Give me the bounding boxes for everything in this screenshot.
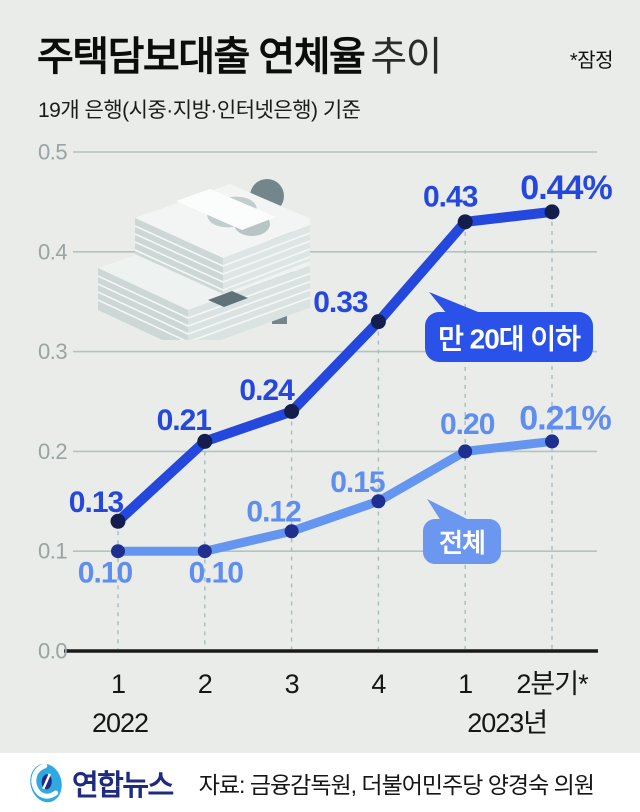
- x-tick-label-5: 1: [458, 669, 472, 699]
- series-1-dot-3: [284, 403, 300, 419]
- series-1-dot-1: [110, 513, 126, 529]
- y-tick-label-0.5: 0.5: [38, 140, 67, 165]
- series-1-value-label-5: 0.43: [423, 180, 478, 213]
- series-1-value-label-3: 0.24: [239, 374, 295, 407]
- y-tick-label-0.2: 0.2: [38, 439, 67, 464]
- series-line-2: [113, 436, 557, 556]
- series-1-dot-2: [197, 433, 213, 449]
- series-1-value-label-4: 0.33: [313, 286, 368, 319]
- series-1-dot-6: [544, 204, 560, 220]
- y-tick-label-0.4: 0.4: [38, 239, 67, 264]
- series-2-value-label-1: 0.10: [78, 557, 133, 590]
- x-tick-label-3: 3: [285, 669, 299, 699]
- series-1-bubble-label: 만 20대 이하: [438, 324, 581, 355]
- series-1-bubble-tail: [429, 292, 483, 314]
- series-2-value-label-3: 0.12: [246, 496, 301, 529]
- series-2-dot-3: [284, 524, 299, 539]
- x-tick-label-1: 1: [111, 669, 125, 699]
- series-2-dot-5: [458, 444, 473, 459]
- money-stacks-illustration: [97, 179, 310, 340]
- series-2-bubble: [423, 519, 501, 564]
- series-2-bubble-label: 전체: [439, 528, 485, 558]
- series-1-value-label-2: 0.21: [157, 404, 212, 437]
- series-2-value-label-4: 0.15: [330, 466, 385, 499]
- year-label-2: 2023년: [467, 708, 547, 738]
- series-2-value-label-5: 0.20: [440, 408, 495, 441]
- series-1-dot-5: [457, 214, 473, 230]
- series-1-dot-4: [370, 314, 386, 330]
- y-tick-label-0.1: 0.1: [38, 539, 67, 564]
- series-2-dot-6: [545, 434, 559, 449]
- series-2-bubble-tail: [427, 499, 471, 521]
- chart-subtitle: 19개 은행(시중·지방·인터넷은행) 기준: [38, 99, 361, 122]
- provisional-note: *잠정: [569, 50, 614, 72]
- y-tick-label-0.0: 0.0: [38, 639, 67, 664]
- series-2-dot-2: [197, 544, 212, 559]
- series-2-value-label-2: 0.10: [189, 557, 244, 590]
- source-credit: 자료: 금융감독원, 더불어민주당 양경숙 의원: [198, 771, 595, 798]
- yonhap-logo-icon: [30, 762, 62, 802]
- x-tick-label-2: 2: [198, 669, 212, 699]
- year-label-1: 2022: [92, 708, 148, 738]
- x-tick-label-4: 4: [371, 669, 386, 699]
- title-main: 주택담보대출 연체율: [37, 35, 366, 79]
- series-1-value-label-1: 0.13: [69, 486, 124, 519]
- banknote-stack-upper-icon: [134, 184, 310, 294]
- series-1-bubble: [425, 312, 593, 362]
- series-1-value-label-6: 0.44%: [520, 169, 612, 207]
- series-2-value-label-6: 0.21%: [519, 399, 611, 437]
- series-2-dot-4: [371, 494, 386, 509]
- title-sub: 추이: [370, 35, 442, 79]
- brand-name: 연합뉴스: [72, 769, 174, 802]
- x-tick-label-6: 2분기*: [516, 669, 589, 699]
- y-tick-label-0.3: 0.3: [38, 339, 67, 364]
- page-title: 주택담보대출 연체율 추이: [37, 24, 442, 82]
- series-line-1: [113, 206, 557, 527]
- series-2-dot-1: [111, 544, 125, 559]
- footer: 연합뉴스 자료: 금융감독원, 더불어민주당 양경숙 의원: [0, 753, 640, 812]
